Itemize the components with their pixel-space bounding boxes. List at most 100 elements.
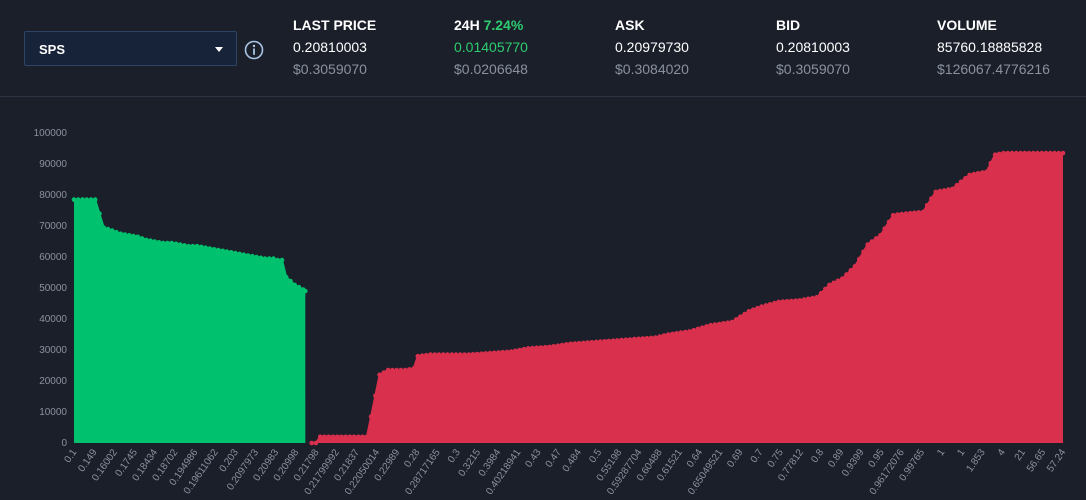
asks-point (793, 298, 798, 303)
asks-point (385, 367, 391, 373)
asks-point (1056, 150, 1062, 156)
bids-point (135, 234, 140, 240)
asks-point (958, 179, 964, 185)
asks-point (806, 296, 811, 302)
asks-point (576, 340, 582, 346)
asks-point (963, 176, 968, 181)
asks-point (347, 434, 353, 440)
asks-point (848, 268, 854, 273)
asks-point (992, 152, 998, 157)
asks-point (772, 300, 777, 306)
x-tick-label: 0.9399 (840, 447, 867, 479)
asks-point (975, 171, 981, 176)
stat-label: ASK (615, 17, 645, 33)
asks-point (840, 276, 845, 281)
asks-point (1001, 150, 1006, 156)
asks-point (687, 329, 692, 334)
asks-point (721, 321, 726, 326)
y-tick-label: 30000 (39, 345, 67, 356)
y-tick-label: 60000 (39, 252, 67, 263)
asks-point (661, 333, 667, 338)
asks-point (326, 434, 332, 440)
asks-point (1035, 150, 1040, 156)
asks-point (674, 331, 679, 336)
asks-point (564, 342, 569, 347)
asks-point (487, 350, 493, 356)
y-tick-label: 50000 (39, 283, 67, 294)
asks-point (398, 367, 404, 373)
asks-point (534, 345, 539, 351)
asks-point (882, 226, 887, 231)
asks-point (368, 414, 374, 419)
market-select[interactable]: SPS (24, 31, 237, 66)
x-tick-label: 0.5 (587, 447, 604, 465)
asks-point (699, 325, 705, 330)
bids-point (267, 256, 272, 261)
x-tick-label: 0.484 (561, 447, 585, 474)
asks-point (360, 434, 365, 440)
stat-usd-value: $0.3059070 (293, 61, 367, 77)
asks-point (827, 282, 832, 288)
asks-point (967, 172, 972, 178)
asks-point (572, 341, 578, 346)
asks-point (907, 210, 913, 216)
bids-point (165, 240, 170, 246)
asks-point (844, 272, 849, 277)
asks-point (317, 434, 323, 440)
asks-point (636, 336, 641, 342)
asks-point (496, 350, 501, 355)
stat-usd-value: $0.3084020 (615, 61, 689, 77)
asks-point (474, 351, 480, 357)
asks-point (1014, 150, 1019, 156)
asks-point (436, 352, 442, 357)
asks-point (466, 352, 472, 357)
asks-point (810, 295, 815, 301)
x-tick-label: 0.69 (725, 447, 745, 470)
bids-point (203, 245, 208, 250)
asks-point (555, 343, 561, 348)
asks-point (559, 342, 565, 348)
asks-point (738, 314, 743, 319)
asks-point (419, 353, 425, 358)
bids-point (220, 248, 225, 254)
asks-point (508, 349, 514, 354)
asks-point (623, 337, 629, 343)
asks-point (390, 367, 395, 373)
asks-point (653, 335, 658, 340)
asks-point (801, 297, 807, 302)
asks-point (750, 307, 756, 312)
stat-value: 85760.18885828 (937, 39, 1043, 55)
asks-point (581, 340, 586, 346)
asks-point (1043, 150, 1049, 156)
bids-point (211, 247, 217, 252)
x-tick-label: 0.8 (809, 447, 826, 465)
asks-point (381, 370, 387, 375)
asks-point (755, 305, 760, 311)
change-percent: 7.24% (483, 17, 524, 33)
asks-point (937, 188, 943, 194)
asks-point (759, 304, 764, 309)
info-icon[interactable] (244, 40, 264, 60)
asks-point (364, 434, 370, 440)
asks-point (691, 327, 696, 333)
bids-point (148, 238, 153, 243)
bids-point (177, 242, 183, 247)
bids-point (173, 241, 179, 247)
asks-point (504, 349, 510, 355)
asks-point (589, 340, 595, 345)
bids-point (194, 243, 200, 249)
asks-point (373, 393, 378, 399)
y-tick-label: 80000 (39, 190, 67, 201)
asks-point (441, 352, 446, 357)
asks-point (640, 336, 646, 341)
asks-point (899, 211, 904, 217)
asks-point (407, 367, 412, 372)
asks-point (551, 344, 556, 349)
asks-point (1005, 150, 1011, 156)
x-tick-label: 1 (935, 447, 947, 458)
asks-point (852, 264, 858, 269)
asks-point (568, 341, 573, 347)
stat-bid: BID 0.20810003 $0.3059070 (776, 16, 850, 79)
asks-point (835, 278, 841, 284)
asks-point (657, 334, 663, 339)
